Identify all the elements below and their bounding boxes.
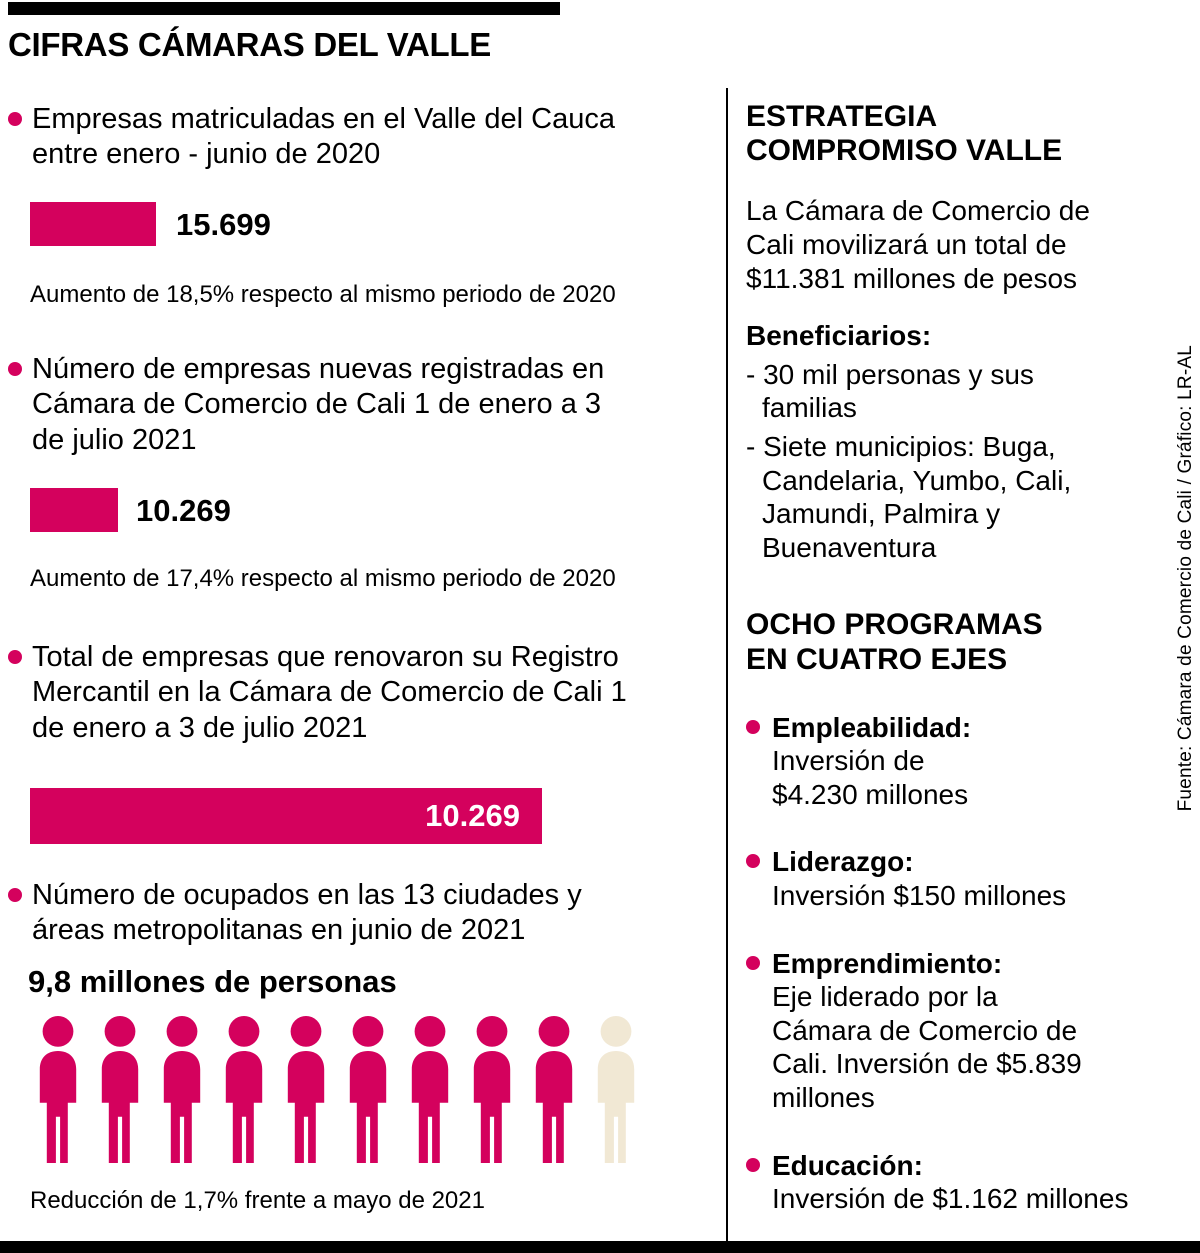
stat-label-matriculadas: Empresas matriculadas en el Valle del Ca… — [32, 103, 615, 171]
programa-label: Liderazgo: — [772, 846, 914, 878]
pictogram-row — [30, 1016, 644, 1170]
right-column: ESTRATEGIA COMPROMISO VALLE La Cámara de… — [746, 100, 1166, 1216]
programa-body: Liderazgo: Inversión $150 millones — [772, 845, 1066, 912]
programa-text: Inversión de $1.162 millones — [772, 1183, 1129, 1215]
bullet-icon — [8, 362, 22, 376]
bullet-icon — [8, 650, 22, 664]
beneficiario-item: - Siete municipios: Buga, Candelaria, Yu… — [746, 430, 1072, 563]
bullet-icon — [746, 1157, 760, 1172]
bullet-icon — [746, 854, 760, 869]
beneficiarios-label: Beneficiarios: — [746, 320, 932, 352]
estrategia-text: La Cámara de Comercio de Cali movilizará… — [746, 195, 1090, 294]
stat-item-renovaciones: Total de empresas que renovaron su Regis… — [8, 640, 632, 746]
bullet-icon — [8, 888, 22, 902]
person-icon — [30, 1016, 86, 1170]
person-icon — [526, 1016, 582, 1170]
stat-label-nuevas: Número de empresas nuevas registradas en… — [32, 353, 605, 456]
programa-label: Empleabilidad: — [772, 711, 972, 743]
person-icon — [92, 1016, 148, 1170]
person-icon — [154, 1016, 210, 1170]
programa-educacion: Educación: Inversión de $1.162 millones — [746, 1149, 1166, 1216]
person-icon — [216, 1016, 272, 1170]
source-credit: Fuente: Cámara de Comercio de Cali / Grá… — [1175, 345, 1196, 812]
top-rule — [8, 2, 560, 15]
programa-liderazgo: Liderazgo: Inversión $150 millones — [746, 845, 1166, 912]
bar-value-nuevas: 10.269 — [136, 493, 231, 528]
programa-label: Educación: — [772, 1149, 923, 1181]
programa-body: Educación: Inversión de $1.162 millones — [772, 1149, 1128, 1216]
beneficiario-item: - 30 mil personas y sus familias — [746, 358, 1034, 424]
pictogram-note: Reducción de 1,7% frente a mayo de 2021 — [30, 1187, 485, 1214]
bar-value-matriculadas: 15.699 — [176, 207, 271, 242]
bar-nuevas — [30, 488, 118, 532]
bar-note-matriculadas: Aumento de 18,5% respecto al mismo perio… — [30, 281, 616, 308]
bar-matriculadas — [30, 202, 156, 246]
bottom-rule — [0, 1241, 1200, 1253]
person-icon — [278, 1016, 334, 1170]
programa-body: Empleabilidad: Inversión de $4.230 millo… — [772, 711, 971, 812]
bullet-icon — [8, 112, 22, 126]
page-title: CIFRAS CÁMARAS DEL VALLE — [8, 26, 491, 63]
person-icon — [402, 1016, 458, 1170]
section-title-estrategia: ESTRATEGIA COMPROMISO VALLE — [746, 100, 1063, 168]
stat-label-renovaciones: Total de empresas que renovaron su Regis… — [32, 641, 627, 744]
bar-value-renovaciones: 10.269 — [425, 798, 520, 833]
programa-body: Emprendimiento: Eje liderado por la Cáma… — [772, 947, 1082, 1115]
stat-item-ocupados: Número de ocupados en las 13 ciudades y … — [8, 878, 632, 949]
bar-renovaciones: 10.269 — [30, 788, 542, 844]
bullet-icon — [746, 719, 760, 734]
programa-text: Eje liderado por la Cámara de Comercio d… — [772, 981, 1082, 1114]
programa-text: Inversión $150 millones — [772, 880, 1067, 912]
bar-note-nuevas: Aumento de 17,4% respecto al mismo perio… — [30, 565, 616, 592]
stat-label-ocupados: Número de ocupados en las 13 ciudades y … — [32, 879, 582, 947]
stat-item-nuevas: Número de empresas nuevas registradas en… — [8, 352, 632, 458]
section-title-programas: OCHO PROGRAMAS EN CUATRO EJES — [746, 608, 1043, 676]
programa-text: Inversión de $4.230 millones — [772, 745, 969, 810]
bullet-icon — [746, 955, 760, 970]
person-icon — [340, 1016, 396, 1170]
person-icon — [464, 1016, 520, 1170]
stat-item-matriculadas: Empresas matriculadas en el Valle del Ca… — [8, 102, 632, 173]
programa-label: Emprendimiento: — [772, 947, 1003, 979]
ocupados-value: 9,8 millones de personas — [28, 964, 397, 999]
column-divider — [726, 88, 728, 1241]
person-icon — [588, 1016, 644, 1170]
programa-emprendimiento: Emprendimiento: Eje liderado por la Cáma… — [746, 947, 1166, 1115]
programa-empleabilidad: Empleabilidad: Inversión de $4.230 millo… — [746, 711, 1166, 812]
